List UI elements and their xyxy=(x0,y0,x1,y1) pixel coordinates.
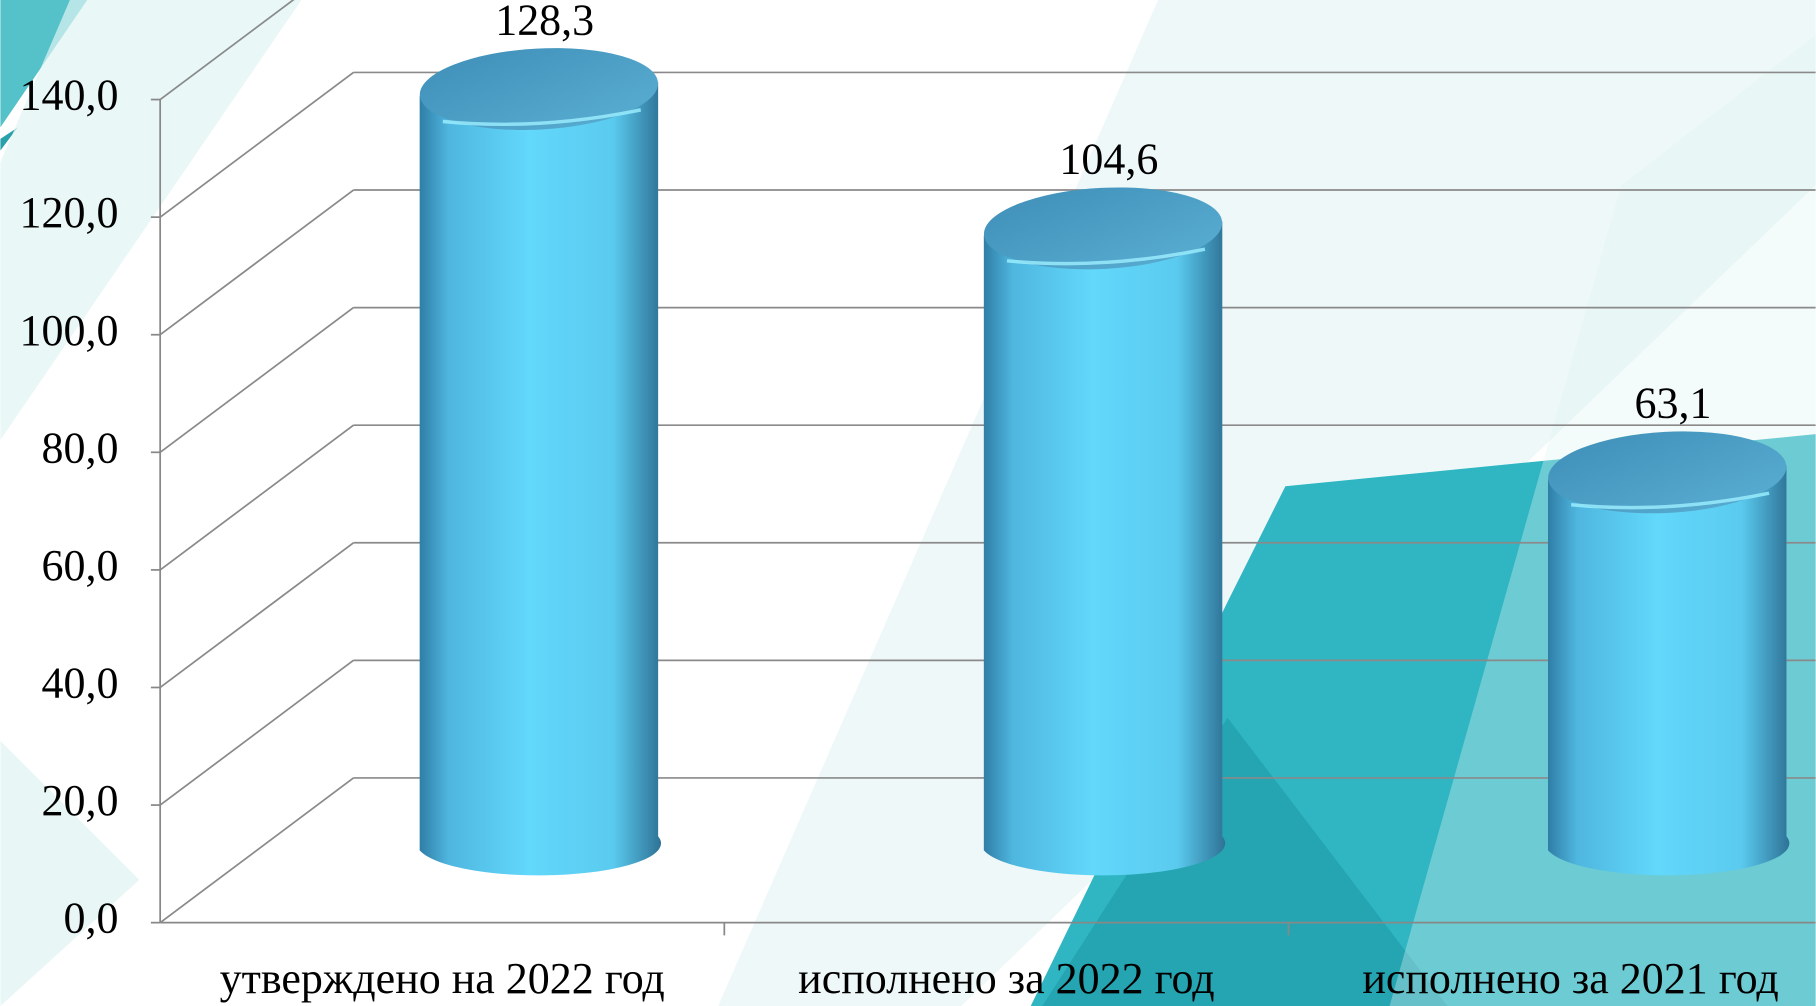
bar-top xyxy=(419,48,658,130)
grid-line xyxy=(159,189,355,336)
bar xyxy=(419,82,662,876)
bar-highlight xyxy=(1570,491,1770,510)
y-tick-label: 120,0 xyxy=(20,188,119,237)
plot-area: 0,0 20,0 40,0 60,0 80,0 100,0 120,0 140,0 утверж… xyxy=(20,0,1816,1003)
bar-highlight xyxy=(442,108,642,127)
x-tick-label: исполнено за 2021 год xyxy=(1362,954,1778,1003)
bar-top xyxy=(1548,431,1787,514)
grid-line xyxy=(159,306,355,454)
value-label: 128,3 xyxy=(495,0,594,44)
bar xyxy=(983,221,1226,876)
y-tick-label: 140,0 xyxy=(20,71,119,120)
bar-top xyxy=(983,187,1223,270)
grid-line xyxy=(159,0,295,101)
y-tick-label: 100,0 xyxy=(20,306,119,355)
grid-line xyxy=(159,542,355,689)
value-label: 63,1 xyxy=(1635,379,1712,428)
bar-highlight xyxy=(1006,247,1206,266)
x-tick-label: утверждено на 2022 год xyxy=(220,954,665,1003)
grid-line xyxy=(159,659,355,806)
value-label: 104,6 xyxy=(1059,135,1158,184)
bar xyxy=(1547,465,1790,876)
y-tick-label: 40,0 xyxy=(41,659,118,708)
y-tick-label: 20,0 xyxy=(41,776,118,825)
y-tick-label: 0,0 xyxy=(63,894,118,943)
x-tick-label: исполнено за 2022 год xyxy=(798,954,1214,1003)
y-tick-label: 60,0 xyxy=(41,541,118,590)
grid-line xyxy=(159,71,355,218)
y-tick-label: 80,0 xyxy=(41,423,118,472)
grid-line xyxy=(159,424,355,571)
grid-line xyxy=(159,777,355,924)
